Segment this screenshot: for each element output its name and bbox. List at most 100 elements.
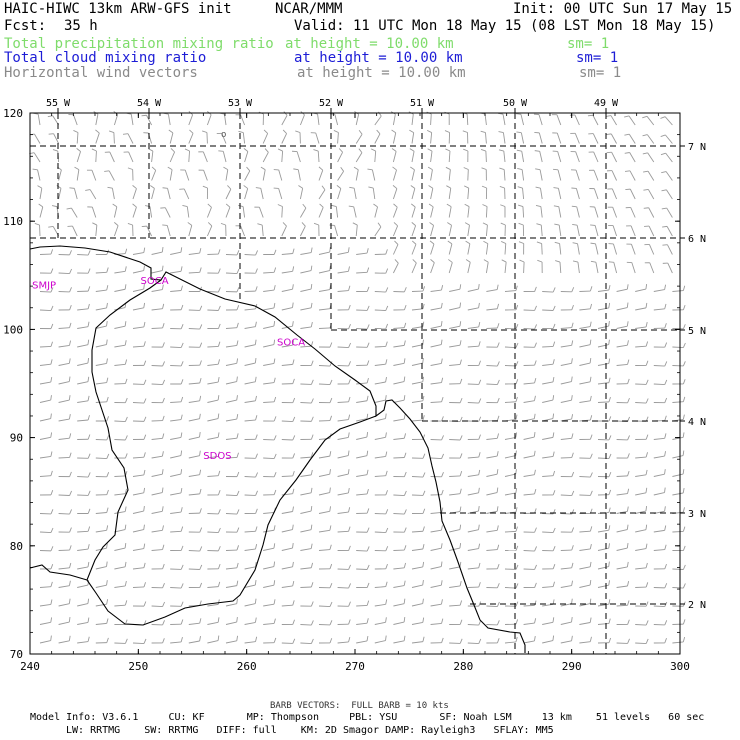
wind-barb [151,529,163,533]
wind-barb-flag [124,524,127,530]
wind-barb-flag [403,395,406,401]
wind-barb-field [29,111,686,644]
wind-barb-flag [180,324,184,329]
wind-barb [188,252,200,255]
wind-barb [356,474,368,477]
wind-barb-flag [124,488,127,494]
wind-barb [577,243,580,255]
wind-barb-flag [106,472,110,477]
wind-barb [430,188,434,200]
wind-barb-flag [403,322,407,328]
wind-barb-flag [207,203,212,208]
wind-barb-flag [95,129,100,134]
wind-barb [597,325,609,329]
wind-barb-flag [217,359,220,365]
wind-barb [244,326,256,329]
wind-barb-flag [255,395,257,401]
wind-barb-flag [478,452,481,458]
wind-barb-flag [517,186,523,189]
wind-barb [244,476,256,478]
wind-barb-flag [463,167,469,170]
wind-barb-flag [626,524,629,530]
wind-barb-flag [162,379,166,385]
wind-barb [595,243,599,255]
wind-barb [244,254,256,256]
wind-barb-flag [199,546,203,552]
wind-barb-flag [682,564,686,570]
wind-barb-flag [571,598,573,604]
wind-barb-flag [106,416,109,422]
wind-barb [151,289,163,292]
wind-barb-flag [74,166,80,171]
wind-barb-flag [589,580,592,586]
wind-barb-flag [608,321,610,327]
wind-barb-flag [310,524,313,530]
wind-barb-flag [87,303,90,309]
wind-barb-flag [459,397,463,403]
wind-barb-flag [273,525,276,531]
wind-barb [300,402,312,404]
wind-barb-flag [348,507,351,513]
wind-barb [39,640,51,644]
wind-barb [296,151,301,163]
wind-barb-flag [180,432,183,438]
wind-barb-flag [180,564,184,570]
wind-barb-flag [459,359,462,365]
wind-barb [132,345,145,348]
wind-barb-flag [624,115,630,118]
wind-barb-flag [124,359,128,365]
wind-barb [647,189,655,200]
wind-barb [374,621,386,625]
wind-barb-flag [148,148,154,152]
wind-barb [430,344,442,348]
wind-barb [430,307,442,311]
wind-barb-flag [92,222,98,226]
longitude-label: 55 W [46,98,71,109]
wind-barb-flag [462,130,468,133]
wind-barb [281,363,293,366]
wind-barb-flag [422,561,425,567]
wind-barb [560,344,572,348]
wind-barb [300,529,312,533]
wind-barb-flag [162,397,165,403]
wind-barb-flag [441,507,444,513]
field-name-precip: Total precipitation mixing ratio [4,36,274,52]
wind-barb-flag [348,285,351,291]
wind-barb [318,170,324,181]
wind-barb-flag [329,342,333,348]
wind-barb [111,188,115,200]
wind-barb-flag [366,413,369,419]
wind-barb-flag [441,599,443,605]
wind-barb-flag [162,342,165,348]
wind-barb-flag [627,397,630,403]
wind-barb [616,604,628,607]
wind-barb [225,494,238,496]
wind-barb [665,134,673,144]
wind-barb-flag [199,378,202,384]
wind-barb-flag [553,187,559,189]
wind-barb [151,188,155,200]
wind-barb-flag [498,149,504,152]
wind-barb [114,325,126,329]
wind-barb-flag [664,525,667,531]
wind-barb-flag [533,413,536,419]
wind-barb-flag [168,129,174,134]
wind-barb [579,400,591,403]
wind-barb-flag [626,543,629,549]
wind-barb-flag [217,599,220,605]
wind-barb-flag [217,249,221,255]
wind-barb [299,188,304,200]
wind-barb-flag [682,304,686,310]
wind-barb [539,151,543,163]
wind-barb-flag [69,509,73,515]
wind-barb-flag [329,620,333,626]
wind-barb-flag [464,222,470,226]
wind-barb-flag [422,376,425,382]
wind-barb [411,151,415,163]
wind-barb [653,473,665,477]
wind-barb [263,547,275,551]
wind-barb-flag [441,618,444,624]
wind-barb-flag [329,544,332,550]
wind-barb-flag [533,432,536,438]
wind-barb [132,252,144,255]
